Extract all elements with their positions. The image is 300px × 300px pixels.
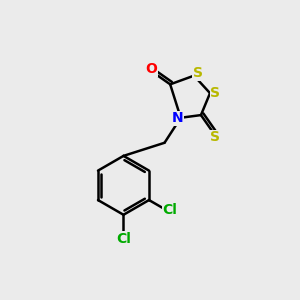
- Text: N: N: [172, 111, 184, 125]
- Text: Cl: Cl: [162, 203, 177, 217]
- Text: S: S: [193, 66, 202, 80]
- Text: O: O: [146, 62, 157, 76]
- Text: Cl: Cl: [117, 232, 131, 246]
- Text: S: S: [210, 130, 220, 144]
- Text: S: S: [210, 86, 220, 100]
